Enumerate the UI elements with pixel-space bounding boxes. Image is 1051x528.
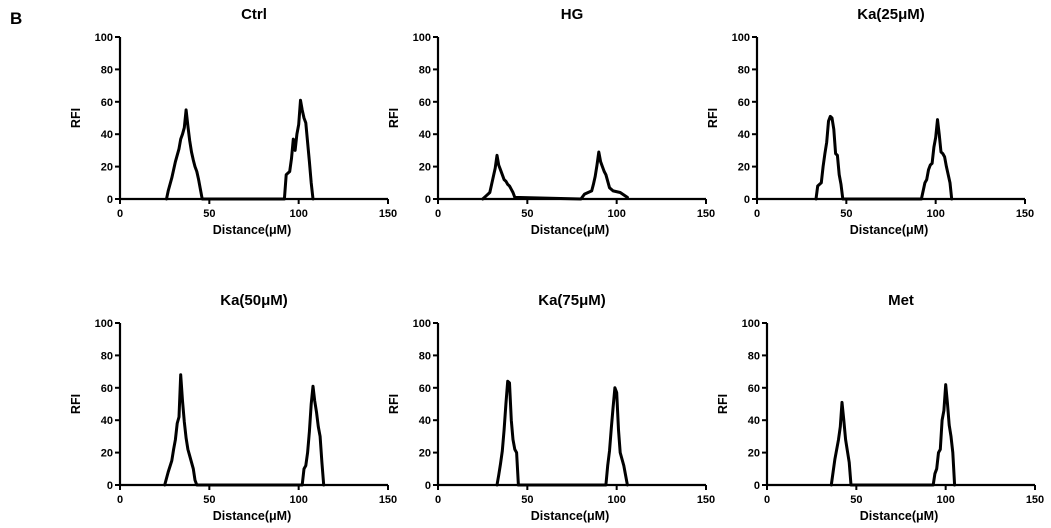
y-axis-label: RFI xyxy=(387,394,401,414)
y-tick-label: 100 xyxy=(95,318,113,330)
x-tick-label: 50 xyxy=(521,208,533,220)
x-tick-label: 150 xyxy=(1016,208,1034,220)
y-tick-label: 100 xyxy=(413,32,431,44)
chart-title: HG xyxy=(561,6,584,23)
chart-panel-1: Ctrl 0 20 40 60 80 100 0 50 100 150 Distance(μM) RFI xyxy=(69,6,397,237)
y-tick-label: 40 xyxy=(738,129,750,141)
y-tick-label: 80 xyxy=(419,64,431,76)
y-tick-label: 20 xyxy=(748,448,760,460)
x-tick-label: 150 xyxy=(1026,494,1044,506)
x-tick-label: 0 xyxy=(764,494,770,506)
y-tick-label: 80 xyxy=(419,350,431,362)
y-tick-label: 20 xyxy=(738,162,750,174)
x-tick-label: 150 xyxy=(379,208,397,220)
data-line xyxy=(165,98,315,201)
x-tick-label: 0 xyxy=(435,208,441,220)
chart-panels: Ctrl 0 20 40 60 80 100 0 50 100 150 Distance(μM) RFI… xyxy=(69,6,1044,523)
x-tick-label: 50 xyxy=(840,208,852,220)
chart-title: Met xyxy=(888,292,914,309)
x-tick-label: 50 xyxy=(521,494,533,506)
y-tick-label: 60 xyxy=(419,383,431,395)
y-tick-label: 80 xyxy=(738,64,750,76)
x-axis-label: Distance(μM) xyxy=(531,509,610,523)
y-tick-label: 80 xyxy=(101,350,113,362)
y-tick-label: 100 xyxy=(742,318,760,330)
x-tick-label: 0 xyxy=(435,494,441,506)
x-tick-label: 150 xyxy=(697,208,715,220)
y-axis-label: RFI xyxy=(69,108,83,128)
y-tick-label: 100 xyxy=(732,32,750,44)
x-axis-label: Distance(μM) xyxy=(531,223,610,237)
y-tick-label: 0 xyxy=(425,480,431,492)
y-tick-label: 20 xyxy=(419,448,431,460)
y-tick-label: 40 xyxy=(419,415,431,427)
y-tick-label: 60 xyxy=(101,383,113,395)
chart-panel-3: Ka(25μM) 0 20 40 60 80 100 0 50 100 150 Distance(μM… xyxy=(706,6,1034,237)
x-tick-label: 150 xyxy=(697,494,715,506)
y-tick-label: 60 xyxy=(101,97,113,109)
y-tick-label: 60 xyxy=(419,97,431,109)
y-tick-label: 40 xyxy=(419,129,431,141)
y-axis-label: RFI xyxy=(716,394,730,414)
x-axis-label: Distance(μM) xyxy=(860,509,939,523)
x-axis-label: Distance(μM) xyxy=(213,223,292,237)
x-axis-label: Distance(μM) xyxy=(850,223,929,237)
chart-panel-2: HG 0 20 40 60 80 100 0 50 100 150 Distance(μM) RFI xyxy=(387,6,715,237)
chart-panel-5: Ka(75μM) 0 20 40 60 80 100 0 50 100 150 Distance(μM… xyxy=(387,292,715,523)
y-tick-label: 40 xyxy=(101,129,113,141)
x-tick-label: 100 xyxy=(607,208,625,220)
y-tick-label: 60 xyxy=(738,97,750,109)
data-line xyxy=(814,114,954,201)
y-axis-label: RFI xyxy=(706,108,720,128)
chart-panel-6: Met 0 20 40 60 80 100 0 50 100 150 Distance(μM) RFI xyxy=(716,292,1044,523)
chart-title: Ka(50μM) xyxy=(220,292,288,309)
chart-title: Ka(75μM) xyxy=(538,292,606,309)
y-tick-label: 0 xyxy=(754,480,760,492)
x-tick-label: 100 xyxy=(936,494,954,506)
data-line xyxy=(829,383,957,487)
data-line xyxy=(495,379,629,487)
y-axis-label: RFI xyxy=(387,108,401,128)
x-tick-label: 100 xyxy=(289,208,307,220)
chart-title: Ka(25μM) xyxy=(857,6,925,23)
y-tick-label: 20 xyxy=(101,448,113,460)
y-tick-label: 60 xyxy=(748,383,760,395)
y-tick-label: 40 xyxy=(101,415,113,427)
y-axis-label: RFI xyxy=(69,394,83,414)
y-tick-label: 20 xyxy=(101,162,113,174)
y-tick-label: 100 xyxy=(413,318,431,330)
panel-letter: B xyxy=(10,9,22,28)
y-tick-label: 80 xyxy=(748,350,760,362)
data-line xyxy=(481,150,629,201)
x-tick-label: 100 xyxy=(926,208,944,220)
x-tick-label: 0 xyxy=(117,494,123,506)
y-tick-label: 20 xyxy=(419,162,431,174)
x-tick-label: 50 xyxy=(850,494,862,506)
y-tick-label: 0 xyxy=(107,480,113,492)
x-axis-label: Distance(μM) xyxy=(213,509,292,523)
x-tick-label: 100 xyxy=(607,494,625,506)
y-tick-label: 80 xyxy=(101,64,113,76)
y-tick-label: 0 xyxy=(744,194,750,206)
x-tick-label: 50 xyxy=(203,494,215,506)
data-line xyxy=(163,373,326,487)
x-tick-label: 0 xyxy=(117,208,123,220)
x-tick-label: 50 xyxy=(203,208,215,220)
y-tick-label: 0 xyxy=(425,194,431,206)
x-tick-label: 100 xyxy=(289,494,307,506)
y-tick-label: 40 xyxy=(748,415,760,427)
x-tick-label: 150 xyxy=(379,494,397,506)
chart-panel-4: Ka(50μM) 0 20 40 60 80 100 0 50 100 150 Distance(μM… xyxy=(69,292,397,523)
y-tick-label: 100 xyxy=(95,32,113,44)
y-tick-label: 0 xyxy=(107,194,113,206)
chart-title: Ctrl xyxy=(241,6,267,23)
x-tick-label: 0 xyxy=(754,208,760,220)
